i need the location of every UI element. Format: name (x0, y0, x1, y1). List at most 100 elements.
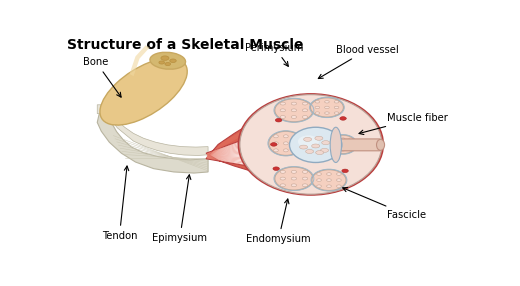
Ellipse shape (324, 112, 329, 114)
Ellipse shape (305, 137, 337, 156)
Polygon shape (206, 110, 325, 158)
Ellipse shape (330, 127, 342, 162)
Ellipse shape (320, 148, 329, 152)
Ellipse shape (275, 167, 313, 190)
Ellipse shape (291, 109, 296, 112)
Ellipse shape (315, 112, 320, 114)
Ellipse shape (304, 137, 311, 141)
Text: Epimysium: Epimysium (152, 175, 207, 243)
Ellipse shape (336, 185, 341, 188)
Ellipse shape (293, 142, 298, 145)
Ellipse shape (293, 135, 298, 138)
Ellipse shape (274, 135, 278, 138)
Circle shape (161, 56, 169, 60)
Ellipse shape (317, 179, 321, 181)
Ellipse shape (341, 149, 345, 151)
Polygon shape (97, 105, 208, 156)
Ellipse shape (336, 173, 341, 175)
Ellipse shape (302, 184, 308, 187)
Ellipse shape (283, 142, 288, 145)
Ellipse shape (334, 149, 337, 151)
Ellipse shape (317, 173, 321, 175)
Ellipse shape (309, 140, 314, 142)
Ellipse shape (315, 106, 320, 109)
Ellipse shape (309, 145, 314, 148)
Ellipse shape (291, 184, 296, 187)
Ellipse shape (269, 131, 303, 156)
Ellipse shape (312, 170, 346, 190)
Ellipse shape (327, 185, 331, 188)
Ellipse shape (100, 58, 187, 125)
Ellipse shape (280, 177, 285, 180)
Ellipse shape (328, 145, 332, 148)
Ellipse shape (302, 170, 308, 173)
Ellipse shape (319, 145, 323, 148)
Ellipse shape (280, 170, 285, 173)
Circle shape (342, 169, 348, 173)
Ellipse shape (328, 140, 332, 142)
Ellipse shape (238, 94, 383, 195)
Polygon shape (129, 45, 150, 76)
Ellipse shape (293, 149, 298, 152)
Ellipse shape (280, 109, 285, 112)
Ellipse shape (302, 116, 308, 118)
Ellipse shape (334, 112, 339, 114)
Ellipse shape (316, 151, 324, 154)
Ellipse shape (283, 149, 288, 152)
Ellipse shape (322, 141, 330, 145)
Ellipse shape (324, 106, 329, 109)
Ellipse shape (302, 177, 308, 180)
Ellipse shape (274, 149, 278, 152)
Ellipse shape (336, 179, 341, 181)
Circle shape (170, 59, 176, 63)
Text: Bone: Bone (83, 57, 121, 97)
Ellipse shape (317, 185, 321, 188)
Ellipse shape (334, 106, 339, 109)
Ellipse shape (310, 98, 344, 117)
Ellipse shape (283, 135, 288, 138)
Ellipse shape (376, 139, 385, 150)
Ellipse shape (280, 116, 285, 118)
Ellipse shape (291, 102, 296, 105)
Ellipse shape (240, 95, 382, 194)
Ellipse shape (328, 151, 332, 154)
Ellipse shape (327, 173, 331, 175)
Circle shape (159, 61, 164, 64)
Text: Perimysium: Perimysium (245, 43, 304, 66)
Ellipse shape (324, 101, 329, 103)
Ellipse shape (298, 135, 319, 148)
Text: Fascicle: Fascicle (343, 188, 426, 220)
Ellipse shape (302, 102, 308, 105)
Ellipse shape (319, 140, 323, 142)
Ellipse shape (349, 143, 353, 146)
Text: Muscle fiber: Muscle fiber (359, 113, 448, 134)
Ellipse shape (302, 109, 308, 112)
Ellipse shape (311, 144, 320, 148)
Text: Blood vessel: Blood vessel (318, 45, 399, 79)
Ellipse shape (330, 135, 356, 154)
Ellipse shape (274, 142, 278, 145)
Ellipse shape (334, 138, 337, 140)
Ellipse shape (327, 179, 331, 181)
Circle shape (273, 167, 279, 170)
Polygon shape (206, 108, 327, 180)
FancyBboxPatch shape (340, 139, 380, 151)
Ellipse shape (349, 149, 353, 151)
Text: Endomysium: Endomysium (246, 199, 311, 244)
Ellipse shape (309, 151, 314, 154)
Ellipse shape (275, 99, 313, 122)
Text: Tendon: Tendon (101, 166, 137, 241)
Ellipse shape (291, 177, 296, 180)
Ellipse shape (334, 101, 339, 103)
Circle shape (270, 143, 277, 146)
Ellipse shape (280, 102, 285, 105)
Ellipse shape (341, 143, 345, 146)
Ellipse shape (291, 116, 296, 118)
Text: Structure of a Skeletal Muscle: Structure of a Skeletal Muscle (67, 38, 304, 52)
Ellipse shape (290, 127, 342, 162)
Ellipse shape (300, 145, 308, 149)
Ellipse shape (341, 138, 345, 140)
Ellipse shape (280, 184, 285, 187)
Ellipse shape (306, 150, 314, 154)
Ellipse shape (334, 143, 337, 146)
